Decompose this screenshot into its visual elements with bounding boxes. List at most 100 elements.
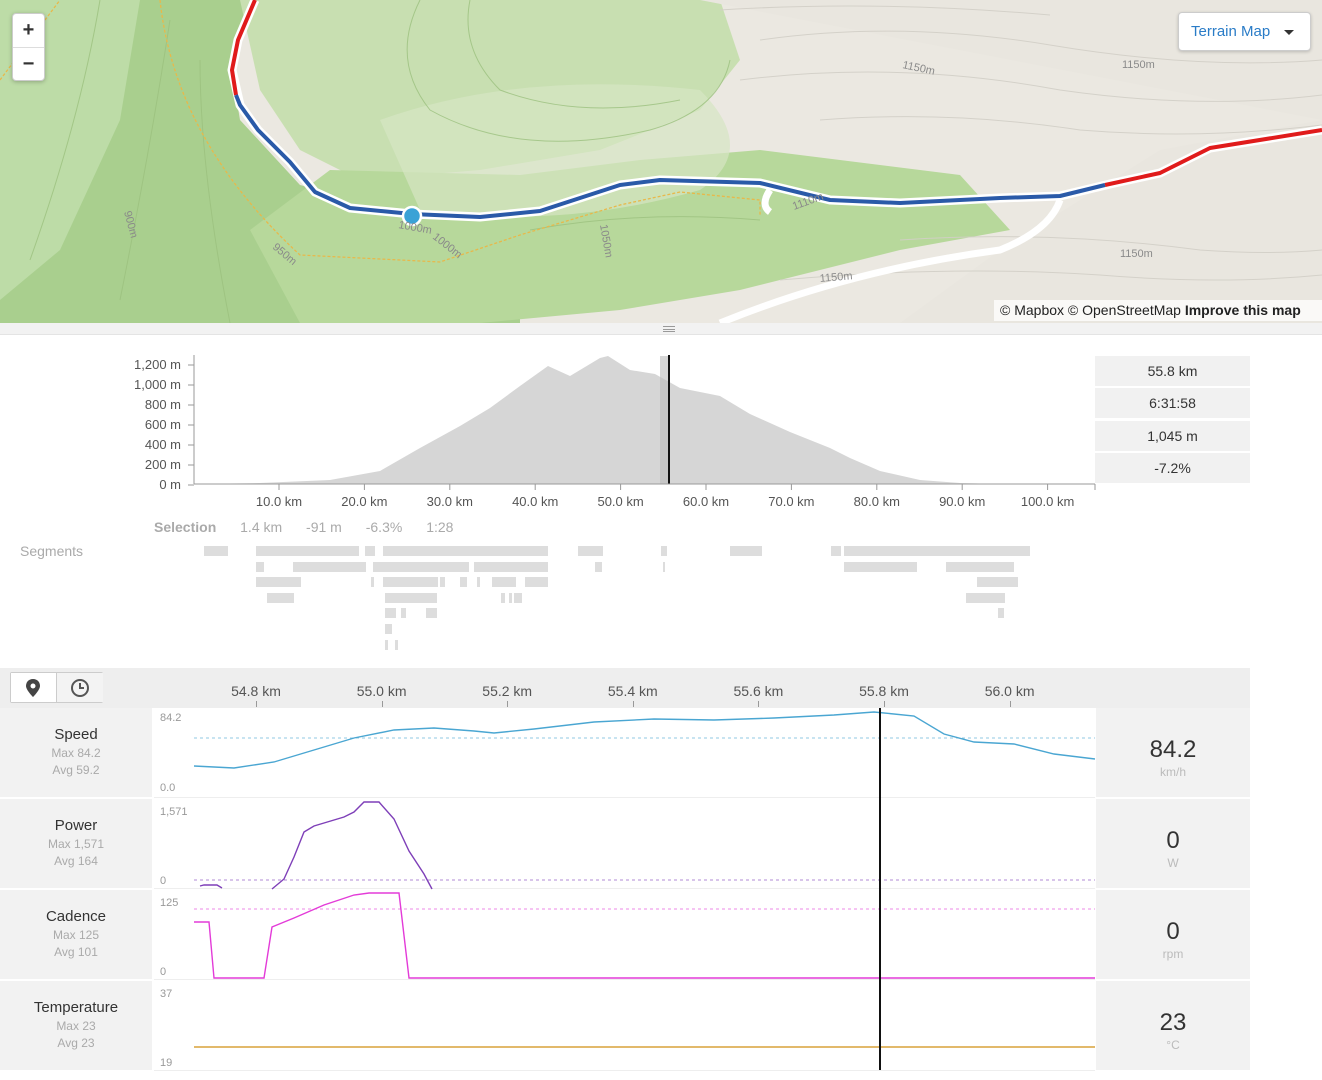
zoom-out-button[interactable]: −: [13, 47, 44, 80]
segment-bar[interactable]: [413, 593, 437, 603]
track-value-unit: km/h: [1159, 765, 1186, 779]
segment-bar[interactable]: [267, 593, 294, 603]
distance-axis-tick-mark: [758, 701, 760, 707]
map-type-label: Terrain Map: [1191, 23, 1271, 40]
track-avg: Avg 23: [57, 1036, 95, 1050]
selection-elevation: -91 m: [306, 519, 342, 535]
track-power: Power Max 1,571 Avg 164 1,571 0 0 W: [0, 799, 1250, 890]
distance-axis-tick-mark: [507, 701, 509, 707]
elevation-x-tick: 70.0 km: [768, 494, 814, 509]
track-chart: 84.2 0.0: [160, 711, 1096, 794]
segment-bar[interactable]: [844, 546, 1030, 556]
segment-bar[interactable]: [385, 640, 388, 650]
track-avg: Avg 164: [54, 854, 98, 868]
zoom-in-button[interactable]: +: [22, 19, 35, 41]
distance-axis-tick: 55.4 km: [607, 683, 658, 699]
segment-bar[interactable]: [293, 562, 366, 572]
segment-bar[interactable]: [492, 577, 516, 587]
distance-axis-tick-mark: [381, 701, 383, 707]
distance-axis-tick-mark: [1009, 701, 1011, 707]
track-plot[interactable]: 84.2 0.0: [154, 708, 1096, 798]
segment-bar[interactable]: [578, 546, 603, 556]
track-max: Max 84.2: [51, 746, 101, 760]
elevation-y-tick: 600 m: [145, 417, 181, 432]
zoom-control: + −: [12, 13, 45, 81]
segment-bar[interactable]: [385, 624, 392, 634]
elevation-chart[interactable]: 1,200 m 1,000 m 800 m 600 m 400 m 200 m 0 m 10.…: [0, 336, 1100, 516]
segment-bar[interactable]: [256, 546, 359, 556]
grip-icon: [663, 326, 675, 332]
caret-down-icon: [1284, 30, 1294, 35]
track-plot[interactable]: 1,571 0: [154, 799, 1095, 890]
segment-bar[interactable]: [844, 562, 917, 572]
segment-bar[interactable]: [373, 562, 469, 572]
track-axis-min: 19: [160, 1057, 172, 1069]
distance-mode-button[interactable]: [11, 673, 57, 702]
track-name: Power: [54, 817, 98, 834]
mapbox-link[interactable]: © Mapbox: [1000, 302, 1065, 318]
segment-bar[interactable]: [977, 577, 1018, 587]
track-plot[interactable]: 125 0: [154, 890, 1095, 980]
segment-bar[interactable]: [509, 593, 512, 603]
segment-bar[interactable]: [383, 577, 438, 587]
segment-bar[interactable]: [460, 577, 467, 587]
segment-bar[interactable]: [371, 577, 374, 587]
segment-bar[interactable]: [365, 546, 375, 556]
segment-bar[interactable]: [385, 608, 396, 618]
track-name: Temperature: [33, 999, 119, 1016]
improve-map-link[interactable]: Improve this map: [1184, 302, 1301, 318]
track-name: Cadence: [45, 908, 107, 925]
segment-bar[interactable]: [401, 608, 406, 618]
distance-axis-tick-mark: [884, 701, 885, 707]
track-plot[interactable]: 37 19: [154, 981, 1095, 1071]
elevation-x-tick: 50.0 km: [597, 494, 643, 509]
segment-bar[interactable]: [595, 562, 602, 572]
segment-bar[interactable]: [383, 546, 548, 556]
segment-bar[interactable]: [514, 593, 522, 603]
location-pin-icon: [26, 679, 40, 697]
clock-icon: [71, 679, 89, 697]
segment-bar[interactable]: [204, 546, 228, 556]
segment-bar[interactable]: [256, 562, 264, 572]
track-max: Max 23: [56, 1019, 96, 1033]
segment-bar[interactable]: [831, 546, 841, 556]
segment-bar[interactable]: [661, 546, 667, 556]
data-streams: 54.8 km 55.0 km 55.2 km 55.4 km 55.6 km 55.8 …: [0, 668, 1250, 1073]
distance-axis-tick: 54.8 km: [231, 683, 281, 699]
track-chart: 1,571 0: [160, 801, 1095, 890]
elevation-x-tick: 60.0 km: [683, 494, 729, 509]
segment-bar[interactable]: [426, 608, 437, 618]
segment-bar[interactable]: [440, 577, 445, 587]
segment-bar[interactable]: [501, 593, 505, 603]
segment-bar[interactable]: [730, 546, 762, 556]
elevation-profile[interactable]: 1,200 m 1,000 m 800 m 600 m 400 m 200 m 0 m 10.…: [0, 336, 1322, 516]
track-value-unit: °C: [1166, 1038, 1180, 1052]
segment-bar[interactable]: [256, 577, 301, 587]
time-mode-button[interactable]: [57, 673, 103, 702]
selection-band: [660, 356, 669, 484]
elevation-y-tick: 1,200 m: [134, 357, 181, 372]
track-axis-max: 1,571: [160, 806, 188, 818]
map-canvas[interactable]: 1150m 1150m 1150m 1150m 1110m 1050m 1000…: [0, 0, 1322, 323]
elevation-area: [194, 356, 1094, 484]
segment-bar[interactable]: [395, 640, 398, 650]
track-axis-max: 125: [160, 897, 178, 909]
segment-bar[interactable]: [474, 562, 548, 572]
segment-bar[interactable]: [525, 577, 548, 587]
segment-bar[interactable]: [946, 562, 1014, 572]
distance-axis-tick-mark: [256, 701, 257, 707]
segment-bar[interactable]: [385, 593, 437, 603]
elevation-x-tick: 90.0 km: [939, 494, 985, 509]
segment-bar[interactable]: [998, 608, 1004, 618]
segment-bar[interactable]: [477, 577, 480, 587]
openstreetmap-link[interactable]: © OpenStreetMap: [1067, 302, 1181, 318]
segment-bar[interactable]: [966, 593, 1005, 603]
track-axis-min: 0: [160, 966, 166, 978]
panel-resize-handle[interactable]: [0, 323, 1322, 335]
elevation-y-tick: 1,000 m: [134, 377, 181, 392]
terrain-map[interactable]: 1150m 1150m 1150m 1150m 1110m 1050m 1000…: [0, 0, 1322, 323]
segment-bar[interactable]: [663, 562, 665, 572]
track-current-value: 0 W: [1096, 799, 1250, 888]
map-type-dropdown[interactable]: Terrain Map: [1178, 12, 1311, 51]
